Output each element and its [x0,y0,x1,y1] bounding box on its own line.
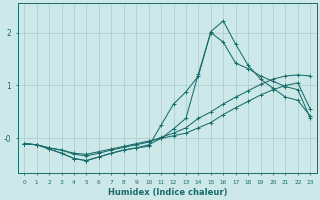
X-axis label: Humidex (Indice chaleur): Humidex (Indice chaleur) [108,188,227,197]
